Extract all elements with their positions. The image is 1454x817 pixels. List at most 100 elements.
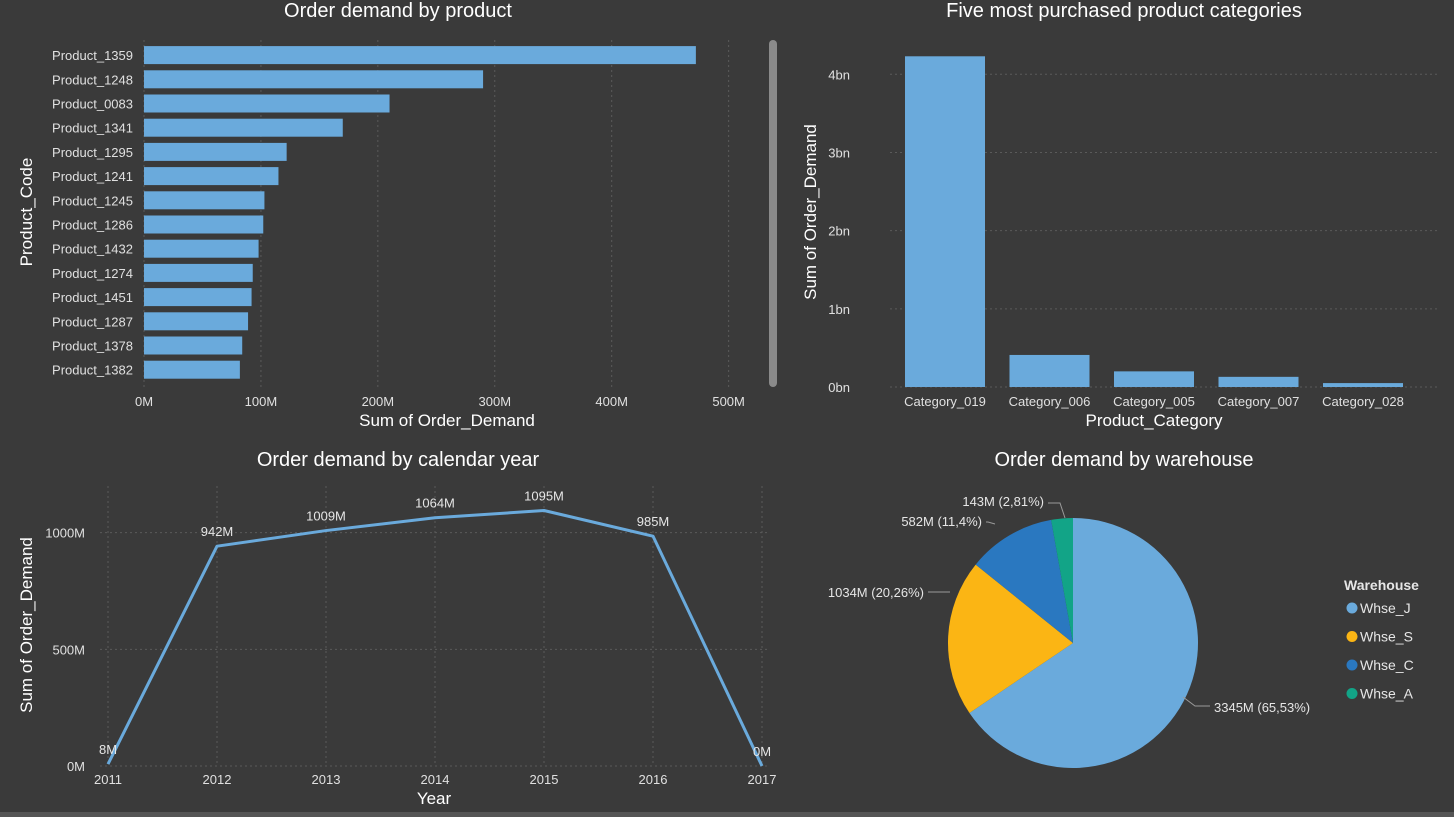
y-tick-label: 0bn <box>828 380 850 395</box>
bar <box>1323 383 1403 387</box>
slice-label: 1034M (20,26%) <box>828 585 924 600</box>
y-axis-title: Product_Code <box>17 158 36 267</box>
pie-slice <box>975 519 1073 643</box>
x-tick-label: 2014 <box>421 772 450 787</box>
category-label: Product_1286 <box>52 218 133 233</box>
y-axis-title: Sum of Order_Demand <box>801 124 820 300</box>
scrollbar[interactable] <box>769 40 777 387</box>
category-label: Product_1378 <box>52 339 133 354</box>
x-tick-label: 500M <box>712 394 745 409</box>
bar <box>144 263 253 282</box>
data-label: 1009M <box>306 509 346 524</box>
data-label: 942M <box>201 524 234 539</box>
bar <box>144 46 696 65</box>
legend-marker <box>1346 631 1358 642</box>
y-tick-label: 4bn <box>828 67 850 82</box>
bar <box>144 70 484 89</box>
bar <box>144 360 240 379</box>
bar <box>144 288 252 307</box>
x-tick-label: 2016 <box>639 772 668 787</box>
bar <box>144 167 279 186</box>
pie-slice <box>948 564 1073 714</box>
legend-title: Warehouse <box>1344 577 1419 593</box>
bar <box>144 142 287 161</box>
bar <box>144 215 264 234</box>
x-axis-title: Product_Category <box>1085 411 1223 430</box>
data-label: 1095M <box>524 489 564 504</box>
y-tick-label: 0M <box>67 759 85 774</box>
y-tick-label: 2bn <box>828 224 850 239</box>
bar <box>144 239 259 258</box>
category-label: Category_005 <box>1113 394 1195 409</box>
product-bar-chart: Order demand by product 0M 100M 200M 300M 40… <box>17 0 777 430</box>
x-tick-label: 200M <box>362 394 395 409</box>
category-label: Product_1451 <box>52 290 133 305</box>
bar <box>144 94 390 113</box>
bar <box>144 191 265 210</box>
chart-title: Order demand by calendar year <box>257 449 540 471</box>
x-tick-label: 300M <box>479 394 512 409</box>
x-tick-label: 0M <box>135 394 153 409</box>
legend-label: Whse_S <box>1360 629 1413 645</box>
pie-slice <box>1051 518 1073 643</box>
x-axis-title: Sum of Order_Demand <box>359 411 535 430</box>
legend-marker <box>1346 602 1358 614</box>
y-tick-label: 500M <box>52 642 85 657</box>
category-label: Product_1274 <box>52 266 133 281</box>
leader-line <box>986 521 996 525</box>
bar <box>905 56 985 388</box>
y-axis-title: Sum of Order_Demand <box>17 537 36 713</box>
leader-line <box>1048 502 1066 519</box>
x-tick-label: 100M <box>245 394 278 409</box>
category-bar-chart: Five most purchased product categories 0… <box>801 0 1440 430</box>
x-axis-title: Year <box>417 789 452 808</box>
category-label: Product_1341 <box>52 121 133 136</box>
x-tick-label: 2013 <box>312 772 341 787</box>
category-label: Product_1295 <box>52 145 133 160</box>
bar <box>144 336 243 355</box>
x-tick-label: 400M <box>595 394 628 409</box>
category-label: Product_1241 <box>52 169 133 184</box>
data-label: 985M <box>637 514 670 529</box>
slice-label: 582M (11,4%) <box>901 514 982 529</box>
x-tick-label: 2011 <box>94 772 122 787</box>
category-label: Category_028 <box>1322 394 1404 409</box>
category-label: Product_1287 <box>52 314 133 329</box>
category-label: Category_006 <box>1009 394 1091 409</box>
category-label: Product_1245 <box>52 193 133 208</box>
data-label: 0M <box>753 744 771 759</box>
chart-title: Five most purchased product categories <box>946 0 1302 22</box>
data-label: 1064M <box>415 496 455 511</box>
bar <box>144 118 343 137</box>
bar <box>144 312 249 331</box>
slice-label: 143M (2,81%) <box>962 494 1044 509</box>
year-line-chart: Order demand by calendar year 0M 500M 1000… <box>17 449 777 808</box>
footer-divider <box>0 812 1454 817</box>
category-label: Product_0083 <box>52 97 133 112</box>
x-tick-label: 2017 <box>748 772 777 787</box>
category-label: Category_019 <box>904 394 986 409</box>
legend-label: Whse_C <box>1360 657 1414 673</box>
legend-label: Whse_A <box>1360 686 1414 702</box>
legend-marker <box>1346 659 1358 671</box>
x-tick-label: 2015 <box>530 772 559 787</box>
series-line <box>106 509 764 767</box>
y-tick-label: 1000M <box>45 526 85 541</box>
data-label: 8M <box>99 742 117 757</box>
legend-marker <box>1346 688 1358 699</box>
warehouse-pie-chart: Order demand by warehouse 3345M (65,53%)… <box>828 449 1419 768</box>
y-tick-label: 3bn <box>828 145 850 160</box>
category-label: Product_1248 <box>52 72 133 87</box>
category-label: Product_1382 <box>52 363 133 378</box>
chart-title: Order demand by product <box>284 0 512 22</box>
category-label: Category_007 <box>1218 394 1300 409</box>
slice-label: 3345M (65,53%) <box>1214 700 1310 715</box>
chart-title: Order demand by warehouse <box>994 449 1253 471</box>
bar <box>1218 376 1299 387</box>
category-label: Product_1432 <box>52 242 133 257</box>
bar <box>1009 354 1090 387</box>
pie-slice <box>969 518 1198 768</box>
leader-line <box>1182 696 1210 707</box>
legend-label: Whse_J <box>1360 600 1411 616</box>
y-tick-label: 1bn <box>828 302 850 317</box>
